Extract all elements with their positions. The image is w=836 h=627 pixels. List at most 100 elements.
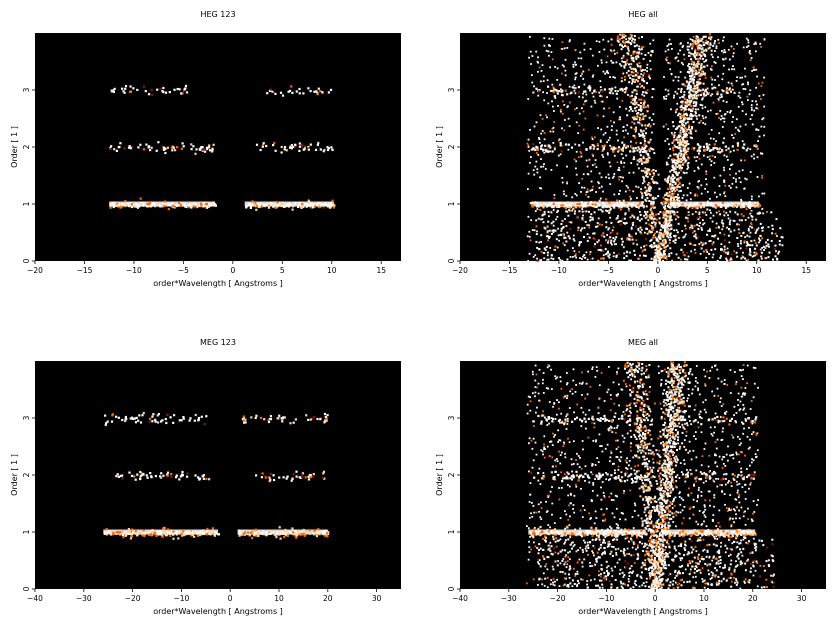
event-pixel [602, 233, 605, 236]
event-pixel [178, 419, 181, 422]
event-pixel [657, 247, 660, 250]
event-pixel [324, 534, 327, 537]
event-pixel [672, 149, 675, 152]
event-pixel [724, 51, 727, 53]
event-pixel [632, 37, 635, 40]
event-pixel [581, 96, 584, 99]
event-pixel [643, 214, 646, 217]
event-pixel [771, 232, 774, 235]
event-pixel [552, 231, 555, 234]
event-pixel [579, 257, 581, 259]
event-pixel [292, 421, 295, 424]
event-pixel [547, 85, 550, 88]
event-pixel [169, 534, 172, 537]
event-pixel [706, 87, 709, 90]
event-pixel [696, 63, 699, 65]
event-pixel [600, 208, 602, 211]
event-pixel [693, 76, 696, 79]
event-pixel [527, 259, 529, 262]
event-pixel [624, 60, 627, 63]
event-pixel [739, 181, 742, 184]
event-pixel [309, 473, 312, 477]
event-pixel [112, 89, 115, 92]
event-pixel [646, 197, 649, 200]
event-pixel [702, 49, 705, 52]
event-pixel [693, 147, 696, 150]
event-pixel [753, 228, 756, 231]
event-pixel [684, 145, 687, 148]
event-pixel [640, 102, 642, 104]
event-pixel [669, 62, 671, 65]
event-pixel [581, 177, 584, 180]
event-pixel [707, 92, 710, 95]
event-pixel [721, 126, 724, 128]
event-pixel [537, 94, 540, 97]
event-pixel [753, 205, 756, 208]
event-pixel [691, 45, 694, 48]
event-pixel [737, 228, 740, 231]
event-pixel [628, 209, 630, 212]
event-pixel [593, 245, 596, 248]
event-pixel [668, 191, 671, 194]
event-pixel [640, 218, 643, 220]
event-pixel [584, 193, 587, 196]
event-pixel [129, 537, 132, 540]
event-pixel [326, 146, 329, 149]
event-pixel [536, 230, 538, 233]
event-pixel [681, 163, 684, 166]
event-pixel [670, 176, 673, 179]
event-pixel [737, 245, 740, 247]
event-pixel [618, 193, 620, 195]
event-pixel [592, 237, 595, 240]
event-pixel [646, 63, 649, 66]
event-pixel [200, 146, 203, 149]
event-pixel [613, 49, 616, 52]
event-pixel [602, 148, 605, 151]
event-pixel [609, 208, 612, 211]
event-pixel [309, 418, 312, 421]
event-pixel [697, 108, 700, 111]
event-pixel [569, 101, 571, 104]
event-pixel [705, 173, 708, 175]
event-pixel [727, 234, 730, 237]
event-pixel [624, 213, 627, 216]
event-pixel [155, 534, 158, 537]
event-pixel [686, 207, 690, 210]
event-pixel [606, 70, 609, 72]
event-pixel [128, 530, 131, 533]
event-pixel [537, 61, 539, 64]
event-pixel [686, 140, 689, 143]
event-pixel [668, 253, 670, 255]
event-pixel [694, 114, 697, 117]
event-pixel [633, 103, 636, 106]
event-pixel [659, 235, 662, 238]
event-pixel [661, 256, 664, 258]
event-pixel [676, 193, 679, 196]
x-tick-label: 30 [372, 594, 382, 603]
event-pixel [706, 200, 709, 203]
event-pixel [560, 227, 563, 230]
event-pixel [634, 136, 637, 139]
event-pixel [775, 250, 777, 253]
event-pixel [133, 474, 136, 477]
event-pixel [313, 416, 316, 419]
event-pixel [290, 144, 293, 147]
event-pixel [128, 145, 131, 148]
event-pixel [667, 216, 670, 219]
event-pixel [672, 205, 675, 208]
event-pixel [670, 198, 672, 201]
event-pixel [141, 534, 144, 537]
event-pixel [172, 537, 175, 540]
event-pixel [688, 95, 691, 98]
event-pixel [555, 89, 559, 92]
event-pixel [729, 186, 732, 189]
event-pixel [316, 417, 319, 421]
event-pixel [663, 225, 666, 228]
event-pixel [763, 192, 766, 195]
event-pixel [668, 255, 671, 258]
event-pixel [705, 91, 708, 94]
event-pixel [267, 205, 271, 208]
event-pixel [566, 165, 568, 168]
event-pixel [534, 165, 537, 168]
event-pixel [750, 222, 752, 224]
